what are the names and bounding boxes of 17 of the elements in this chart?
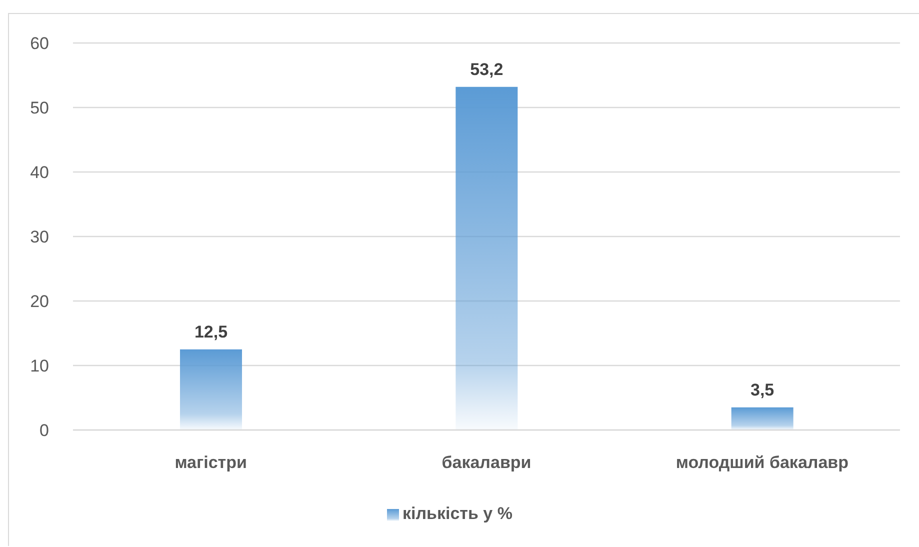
y-tick-label: 10 [30,356,49,376]
y-tick-label: 20 [30,292,49,312]
x-tick-label: магістри [174,453,247,472]
x-tick-label: молодший бакалавр [676,453,848,472]
x-tick-label: бакалаври [442,453,532,472]
data-label: 3,5 [750,380,774,400]
bar [180,349,242,430]
y-tick-label: 50 [30,98,49,118]
legend-label: кількість у % [402,504,512,523]
y-tick-label: 30 [30,228,49,247]
data-label: 12,5 [194,322,228,342]
data-label: 53,2 [470,60,504,79]
y-tick-label: 0 [40,421,49,440]
bar [456,86,518,430]
bar [731,407,794,430]
y-tick-label: 60 [30,34,49,54]
y-tick-label: 40 [30,163,49,182]
